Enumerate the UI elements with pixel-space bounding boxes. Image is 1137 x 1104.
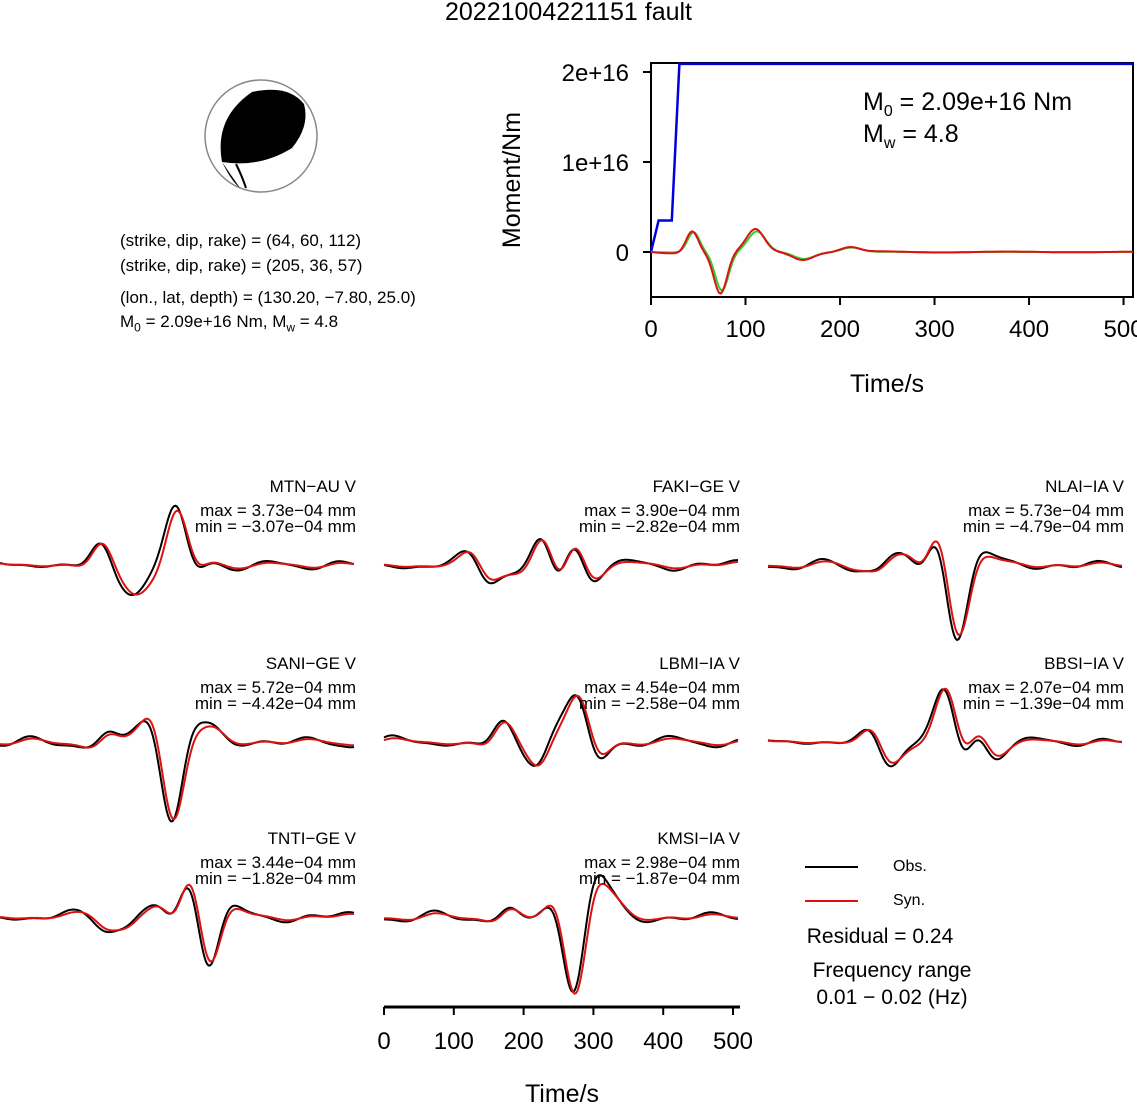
station-min: min = −4.42e−04 mm	[194, 694, 356, 713]
plot-title: 20221004221151 fault	[445, 0, 692, 26]
station-max: max = 5.73e−04 mm	[968, 501, 1124, 520]
moment-ytick-label: 1e+16	[562, 150, 629, 177]
moment-rate-green	[650, 230, 1133, 292]
station-label: NLAI−IA V	[1045, 477, 1124, 496]
waveform-syn-2	[767, 540, 1123, 636]
station-min: min = −4.79e−04 mm	[962, 517, 1124, 536]
waveform-syn-1	[383, 539, 739, 581]
wave-xtick-label: 300	[573, 1028, 613, 1055]
station-max: max = 3.90e−04 mm	[584, 501, 740, 520]
m0-rest: = 2.09e+16 Nm, M	[140, 312, 287, 331]
station-min: min = −1.39e−04 mm	[962, 694, 1124, 713]
station-max: max = 3.44e−04 mm	[200, 853, 356, 872]
m0-base: M	[120, 312, 135, 331]
waveform-syn-3	[0, 717, 354, 821]
moment-annot-mw: Mw = 4.8	[863, 120, 959, 152]
moment-xtick-label: 400	[1009, 316, 1049, 343]
station-max: max = 4.54e−04 mm	[584, 678, 740, 697]
wave-xtick-label: 400	[643, 1028, 683, 1055]
moment-ylabel: Moment/Nm	[498, 112, 526, 248]
station-label: LBMI−IA V	[659, 654, 740, 673]
station-min: min = −2.58e−04 mm	[578, 694, 740, 713]
location-line: (lon., lat, depth) = (130.20, −7.80, 25.…	[120, 288, 416, 307]
moment-chart: Moment/Nm Time/s M0 = 2.09e+16 Nm Mw = 4…	[498, 60, 1137, 398]
mechanism-line1: (strike, dip, rake) = (64, 60, 112)	[120, 231, 362, 250]
magnitude-line: M0 = 2.09e+16 Nm, Mw = 4.8	[120, 312, 338, 334]
station-max: max = 2.07e−04 mm	[968, 678, 1124, 697]
mechanism-line2: (strike, dip, rake) = (205, 36, 57)	[120, 256, 363, 275]
station-label: KMSI−IA V	[657, 829, 740, 848]
wave-xtick-label: 200	[504, 1028, 544, 1055]
wave-xtick-label: 0	[377, 1028, 390, 1055]
legend-obs-label: Obs.	[893, 858, 927, 875]
station-max: max = 5.72e−04 mm	[200, 678, 356, 697]
waveform-obs-1	[383, 537, 738, 585]
freq-value: 0.01 − 0.02 (Hz)	[816, 986, 968, 1009]
station-min: min = −2.82e−04 mm	[578, 517, 740, 536]
moment-ytick-label: 2e+16	[562, 60, 629, 87]
station-min: min = −3.07e−04 mm	[194, 517, 356, 536]
waveform-panels: 0 100 200 300 400 500 Time/s	[0, 504, 1123, 1104]
freq-label: Frequency range	[812, 959, 972, 982]
waveform-syn-0	[0, 509, 355, 596]
moment-rate-red	[650, 227, 1133, 295]
waveform-syn-7	[384, 882, 739, 995]
moment-annot-m0: M0 = 2.09e+16 Nm	[863, 88, 1072, 120]
station-max: max = 3.73e−04 mm	[200, 501, 356, 520]
moment-xtick-label: 300	[915, 316, 955, 343]
waveform-syn-4	[383, 694, 739, 767]
legend-syn-label: Syn.	[893, 892, 926, 909]
waveform-obs-3	[0, 720, 355, 823]
beachball-icon	[204, 79, 318, 193]
waveform-syn-6	[0, 883, 355, 963]
station-label: TNTI−GE V	[267, 829, 356, 848]
wave-xtick-label: 500	[713, 1028, 753, 1055]
waveform-obs-4	[383, 694, 739, 767]
residual-text: Residual = 0.24	[806, 925, 954, 948]
moment-xtick-label: 0	[644, 316, 657, 343]
waveform-obs-6	[0, 887, 355, 967]
wave-xtick-label: 100	[434, 1028, 474, 1055]
m0-sub: 0	[134, 320, 141, 335]
station-label: BBSI−IA V	[1044, 654, 1124, 673]
moment-ytick-label: 0	[616, 240, 629, 267]
moment-xtick-label: 500	[1104, 316, 1137, 343]
moment-line	[649, 62, 1133, 253]
moment-xtick-label: 100	[725, 316, 765, 343]
moment-xlabel: Time/s	[850, 370, 924, 398]
station-label: MTN−AU V	[269, 477, 356, 496]
station-min: min = −1.82e−04 mm	[194, 869, 356, 888]
station-label: SANI−GE V	[265, 654, 356, 673]
station-min: min = −1.87e−04 mm	[578, 869, 740, 888]
station-label: FAKI−GE V	[652, 477, 740, 496]
legend-lines	[805, 866, 858, 902]
moment-xtick-label: 200	[820, 316, 860, 343]
mw-sub: w	[286, 320, 296, 335]
mw-rest: = 4.8	[295, 312, 339, 331]
station-max: max = 2.98e−04 mm	[584, 853, 740, 872]
wave-xlabel: Time/s	[525, 1080, 599, 1104]
waveform-syn-5	[767, 687, 1123, 764]
